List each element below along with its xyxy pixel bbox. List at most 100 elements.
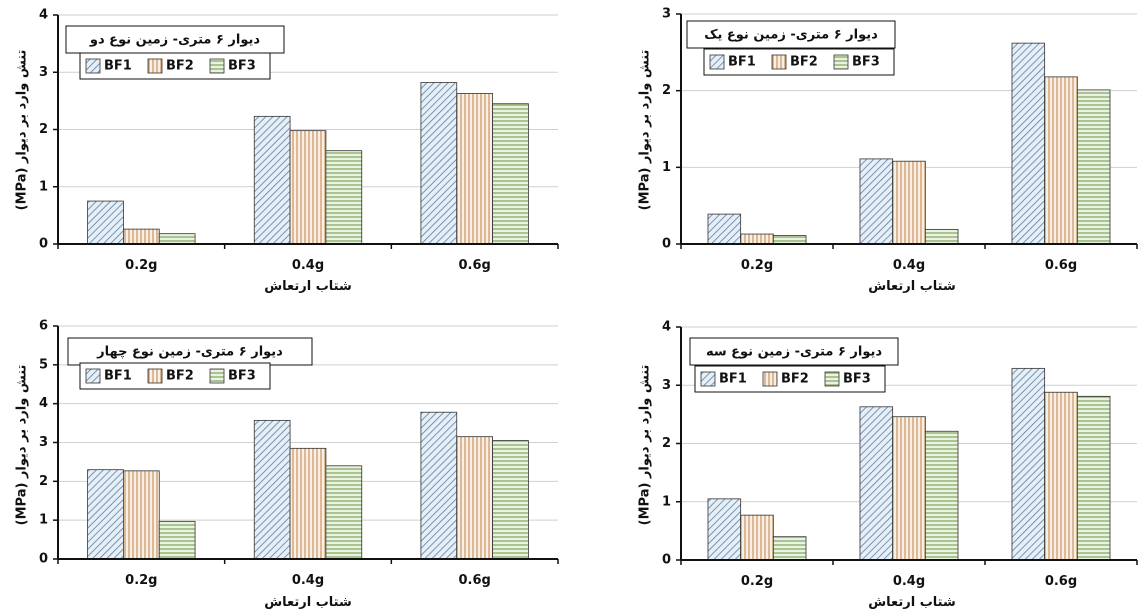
legend-label-bf2: BF2 bbox=[790, 55, 818, 70]
chart-panel: تنش وارد بر دیوار (MPa) 0 1 2 3 0.2g 0.4g 0.6g… bbox=[638, 7, 1138, 294]
x-axis-label: شتاب ارتعاش bbox=[264, 279, 352, 294]
bar-bf1-0.2g bbox=[707, 498, 742, 561]
bar-bf2-0.2g bbox=[740, 514, 774, 561]
chart-title: دیوار ۶ متری- زمین نوع چهار bbox=[96, 345, 283, 360]
y-tick-label: 3 bbox=[39, 65, 48, 80]
y-axis-label: تنش وارد بر دیوار (MPa) bbox=[15, 365, 30, 526]
legend-swatch-bf2 bbox=[147, 368, 163, 384]
bar-bf2-0.6g bbox=[1044, 391, 1078, 561]
x-tick-label: 0.4g bbox=[893, 574, 925, 589]
chart-panel: تنش وارد بر دیوار (MPa) 0 1 2 3 4 5 6 0.2g 0.4g 0… bbox=[15, 319, 559, 610]
x-tick-label: 0.6g bbox=[458, 258, 490, 273]
bar-bf1-0.4g bbox=[859, 158, 894, 245]
x-tick-label: 0.6g bbox=[1045, 574, 1077, 589]
x-tick-label: 0.4g bbox=[292, 573, 324, 588]
x-tick-label: 0.6g bbox=[1045, 258, 1077, 273]
legend-swatch-bf2 bbox=[147, 58, 163, 74]
y-tick-label: 4 bbox=[39, 8, 48, 23]
y-tick-label: 1 bbox=[39, 179, 48, 194]
legend-swatch-bf3 bbox=[209, 58, 225, 74]
y-axis-label: تنش وارد بر دیوار (MPa) bbox=[638, 50, 653, 211]
bar-bf3-0.4g bbox=[924, 430, 959, 561]
bar-bf1-0.2g bbox=[87, 469, 124, 560]
y-tick-label: 0 bbox=[662, 553, 671, 568]
bar-bf3-0.6g bbox=[492, 440, 529, 560]
y-axis-label: تنش وارد بر دیوار (MPa) bbox=[638, 365, 653, 526]
title-box bbox=[689, 337, 899, 366]
legend-label-bf3: BF3 bbox=[843, 372, 871, 387]
x-axis-label: شتاب ارتعاش bbox=[868, 279, 956, 294]
bar-bf1-0.4g bbox=[859, 406, 894, 561]
x-tick-label: 0.2g bbox=[125, 573, 157, 588]
bar-bf2-0.2g bbox=[123, 470, 160, 560]
y-tick-label: 0 bbox=[662, 237, 671, 252]
bar-bf1-0.2g bbox=[707, 213, 742, 245]
y-tick-label: 1 bbox=[662, 494, 671, 509]
bar-bf1-0.6g bbox=[420, 411, 458, 560]
y-tick-label: 3 bbox=[662, 7, 671, 22]
legend-label-bf1: BF1 bbox=[728, 55, 756, 70]
bar-bf2-0.6g bbox=[456, 93, 493, 245]
legend-label-bf1: BF1 bbox=[104, 59, 132, 74]
legend-label-bf3: BF3 bbox=[852, 55, 880, 70]
chart-title: دیوار ۶ متری- زمین نوع دو bbox=[89, 33, 260, 48]
legend-swatch-bf1 bbox=[709, 54, 725, 70]
legend-label-bf2: BF2 bbox=[781, 372, 809, 387]
legend-label-bf1: BF1 bbox=[719, 372, 747, 387]
bar-bf1-0.4g bbox=[253, 419, 291, 560]
bar-bf2-0.6g bbox=[456, 436, 493, 560]
legend-swatch-bf2 bbox=[762, 371, 778, 387]
y-tick-label: 1 bbox=[39, 513, 48, 528]
bar-bf2-0.2g bbox=[740, 233, 774, 245]
bar-bf3-0.4g bbox=[924, 229, 959, 245]
y-axis-label: تنش وارد بر دیوار (MPa) bbox=[15, 50, 30, 211]
legend: BF1 BF2 BF3 bbox=[703, 48, 895, 76]
legend-label-bf3: BF3 bbox=[228, 369, 256, 384]
bar-bf1-0.6g bbox=[420, 82, 458, 245]
x-tick-label: 0.2g bbox=[741, 574, 773, 589]
x-tick-label: 0.6g bbox=[458, 573, 490, 588]
legend-swatch-bf1 bbox=[700, 371, 716, 387]
x-tick-label: 0.2g bbox=[741, 258, 773, 273]
title-box bbox=[686, 20, 896, 49]
y-tick-label: 2 bbox=[662, 436, 671, 451]
bar-bf2-0.4g bbox=[289, 130, 327, 245]
legend-box bbox=[79, 52, 271, 80]
legend-swatch-bf1 bbox=[85, 368, 101, 384]
legend-label-bf2: BF2 bbox=[166, 369, 194, 384]
bar-bf2-0.2g bbox=[123, 228, 160, 245]
legend-box bbox=[694, 365, 886, 393]
y-tick-label: 3 bbox=[39, 435, 48, 450]
y-tick-label: 3 bbox=[662, 378, 671, 393]
y-tick-label: 6 bbox=[39, 319, 48, 334]
y-tick-label: 5 bbox=[39, 357, 48, 372]
legend-box bbox=[703, 48, 895, 76]
y-tick-label: 4 bbox=[662, 320, 671, 335]
bar-bf3-0.6g bbox=[492, 103, 529, 245]
bar-bf1-0.2g bbox=[87, 200, 124, 245]
bar-bf3-0.6g bbox=[1076, 89, 1111, 245]
y-tick-label: 1 bbox=[662, 160, 671, 175]
y-tick-label: 2 bbox=[662, 83, 671, 98]
legend-label-bf1: BF1 bbox=[104, 369, 132, 384]
chart-panel: تنش وارد بر دیوار (MPa) 0 1 2 3 4 0.2g 0.4g 0.6… bbox=[15, 8, 559, 294]
x-tick-label: 0.4g bbox=[292, 258, 324, 273]
chart-title: دیوار ۶ متری- زمین نوع یک bbox=[704, 28, 878, 43]
bar-bf3-0.4g bbox=[325, 150, 363, 245]
chart-title: دیوار ۶ متری- زمین نوع سه bbox=[706, 345, 882, 360]
bar-bf3-0.2g bbox=[158, 520, 196, 560]
title-box bbox=[65, 25, 285, 54]
bar-bf3-0.2g bbox=[158, 233, 196, 245]
legend-swatch-bf3 bbox=[209, 368, 225, 384]
legend: BF1 BF2 BF3 bbox=[79, 52, 271, 80]
legend-swatch-bf1 bbox=[85, 58, 101, 74]
bar-bf1-0.6g bbox=[1011, 367, 1046, 561]
y-tick-label: 2 bbox=[39, 474, 48, 489]
bar-bf1-0.4g bbox=[253, 115, 291, 245]
bar-bf3-0.2g bbox=[772, 235, 807, 245]
bar-bf1-0.6g bbox=[1011, 42, 1046, 245]
bar-bf3-0.4g bbox=[325, 465, 363, 560]
x-axis-label: شتاب ارتعاش bbox=[868, 595, 956, 610]
legend-swatch-bf3 bbox=[824, 371, 840, 387]
